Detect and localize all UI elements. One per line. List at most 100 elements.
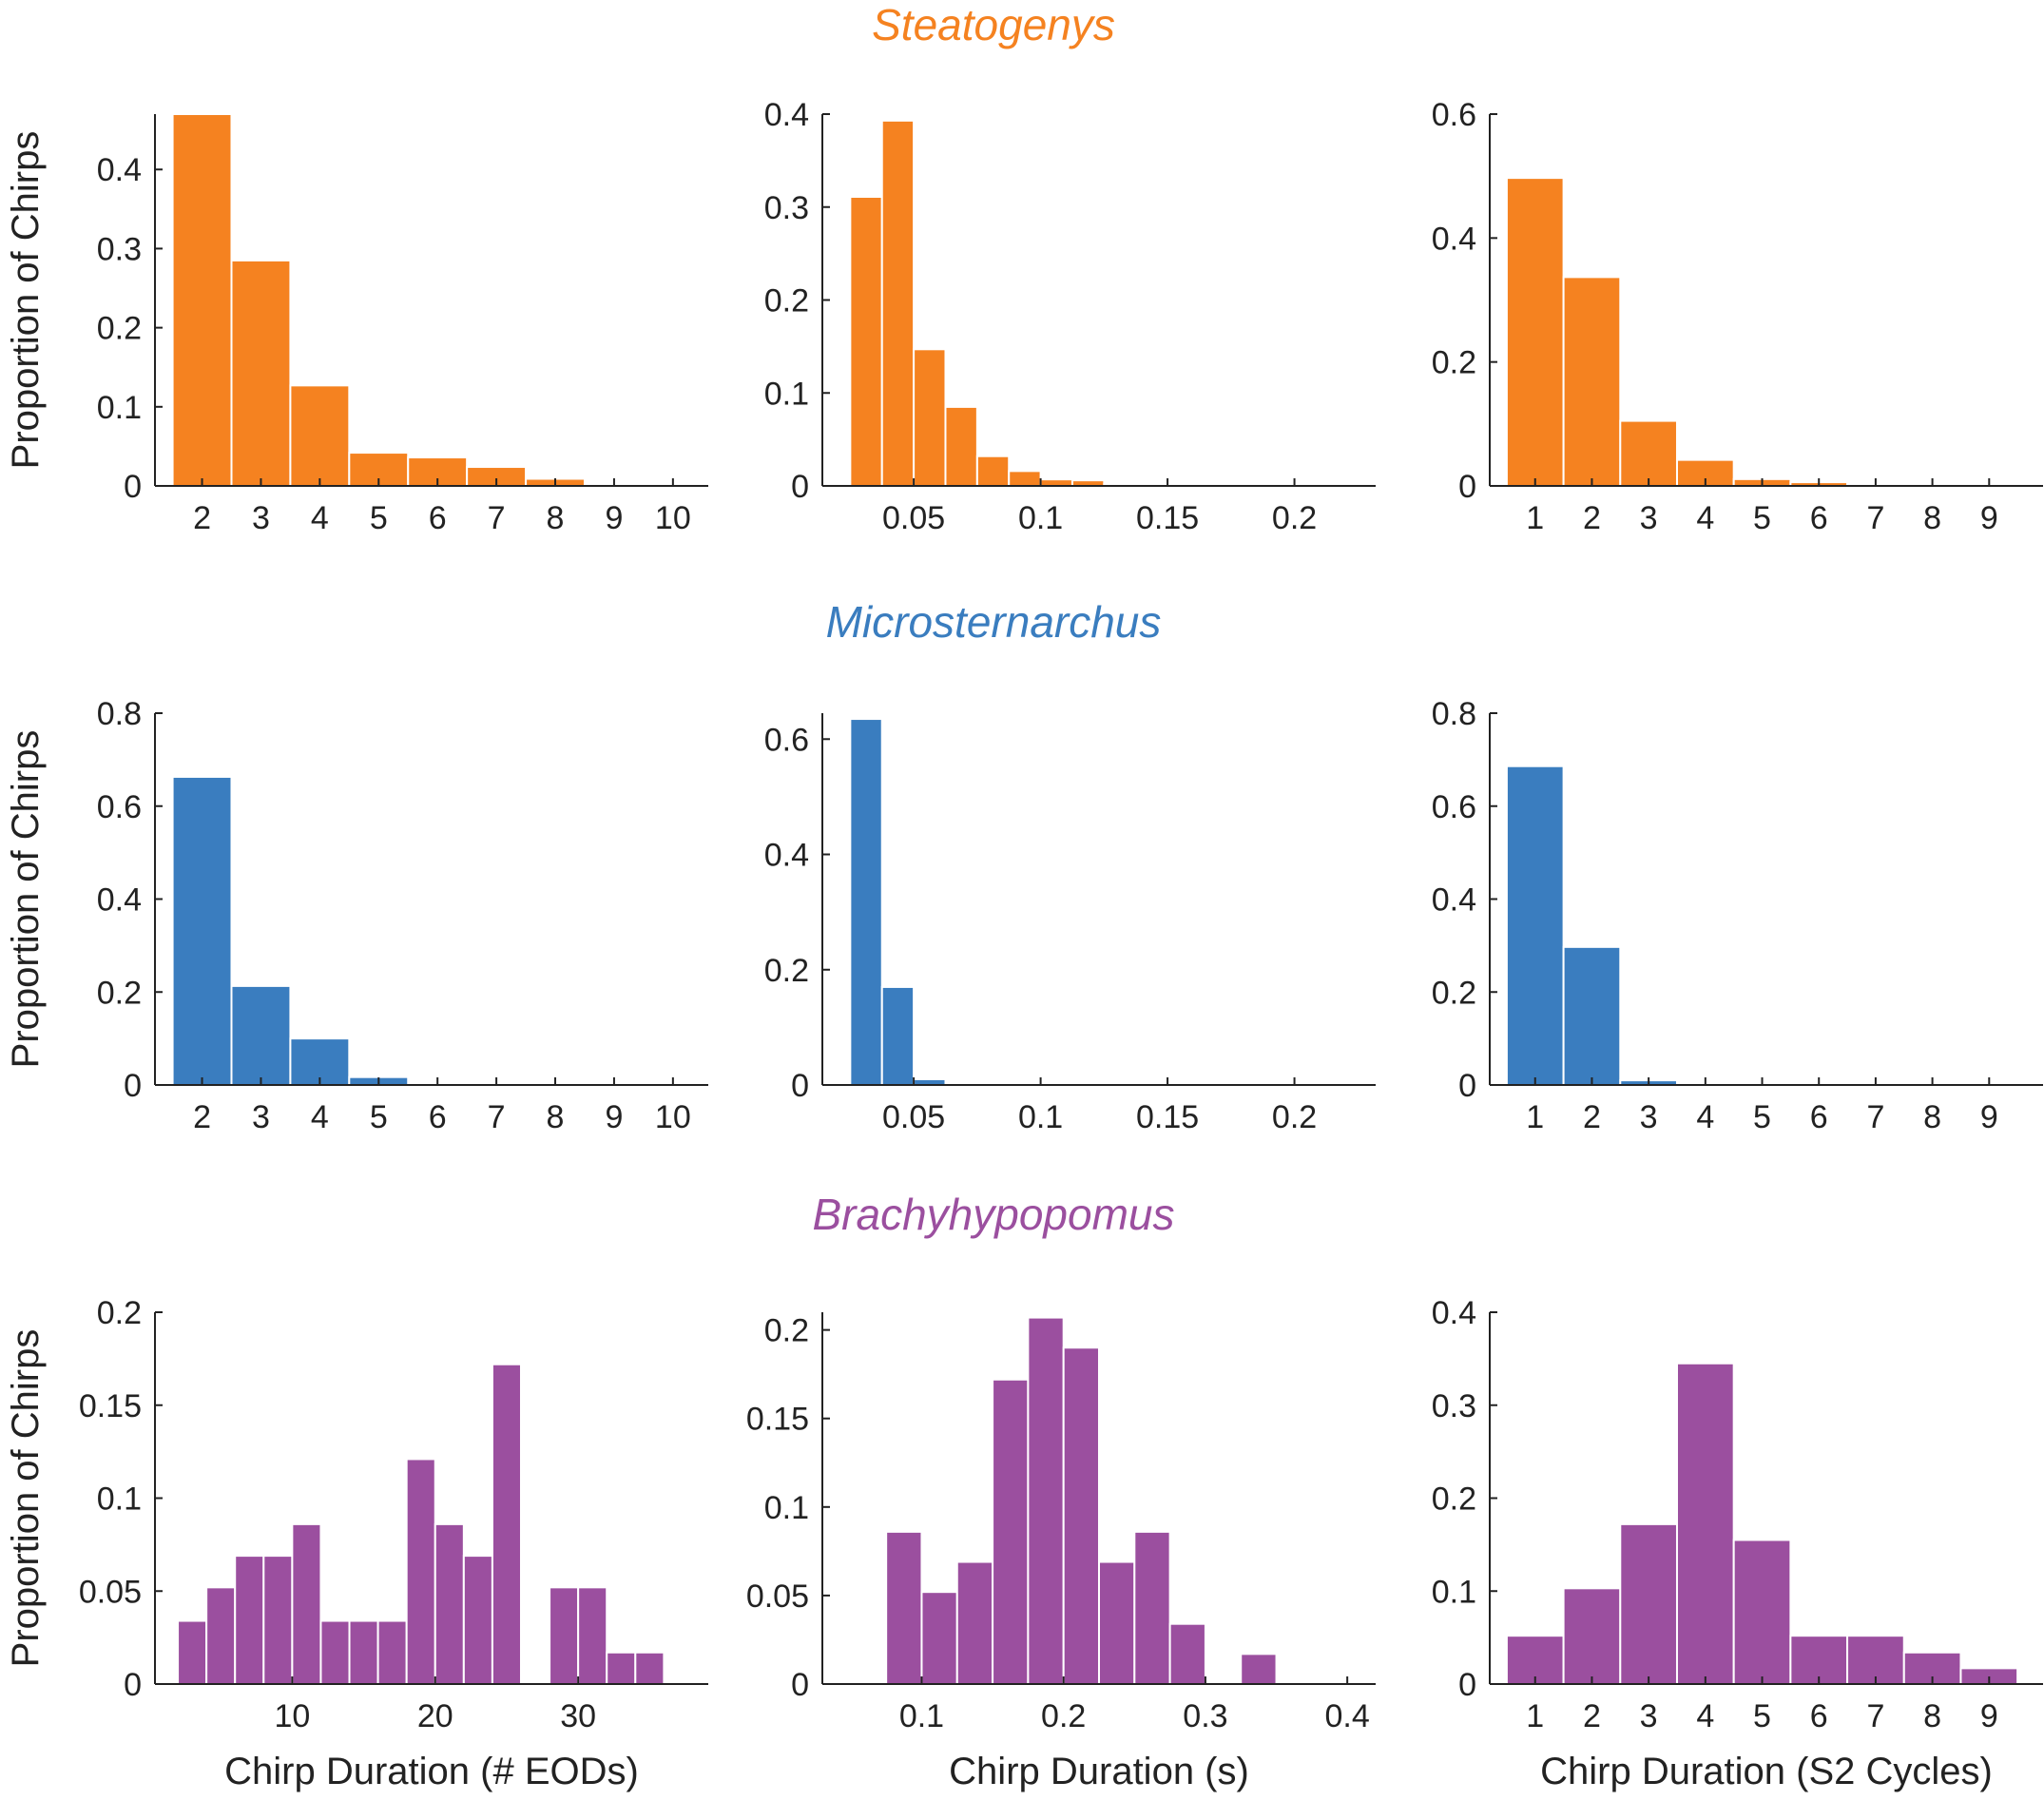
brachyhypopomus-panel-2-xtick-label: 0.3 — [1183, 1698, 1227, 1734]
brachyhypopomus-panel-3-bar-4 — [1675, 1362, 1735, 1685]
brachyhypopomus-panel-3-xtick-label: 5 — [1753, 1698, 1771, 1734]
steatogenys-panel-1-bar-1 — [171, 113, 233, 487]
steatogenys-panel-1-xtick-label: 6 — [429, 500, 447, 536]
steatogenys-panel-2-bar-3 — [913, 348, 947, 487]
brachyhypopomus-panel-2-bar-7 — [1098, 1560, 1136, 1685]
brachyhypopomus-panel-1-bar-9 — [405, 1458, 436, 1685]
microsternarchus-panel-1-xtick-label: 8 — [547, 1099, 565, 1135]
brachyhypopomus-panel-2-ytick-label: 0.15 — [746, 1402, 809, 1438]
brachyhypopomus-panel-1-bar-2 — [205, 1586, 237, 1685]
brachyhypopomus-panel-2-xtick-label: 0.2 — [1041, 1698, 1086, 1734]
microsternarchus-panel-1-ytick-label: 0.6 — [97, 789, 142, 825]
microsternarchus-panel-2-xtick-label: 0.1 — [1018, 1099, 1063, 1135]
microsternarchus-panel-2-ytick-label: 0.6 — [764, 722, 809, 758]
microsternarchus-panel-1-ylabel: Proportion of Chirps — [5, 730, 47, 1069]
microsternarchus-panel-1-xtick-label: 10 — [655, 1099, 691, 1135]
brachyhypopomus-panel-3-xtick-label: 9 — [1980, 1698, 1998, 1734]
microsternarchus-panel-3-bar-2 — [1562, 945, 1622, 1086]
brachyhypopomus-panel-1-ytick-label: 0.15 — [79, 1388, 142, 1424]
steatogenys-panel-3-xtick-label: 2 — [1583, 500, 1601, 536]
brachyhypopomus-panel-2-bar-5 — [1027, 1316, 1065, 1685]
microsternarchus-panel-1-ytick-label: 0.4 — [97, 882, 142, 919]
microsternarchus-panel-3-ytick-label: 0.6 — [1432, 789, 1476, 825]
steatogenys-panel-1-bar-2 — [230, 259, 292, 488]
brachyhypopomus-panel-1-bar-14 — [549, 1586, 580, 1685]
steatogenys-panel-2-bar-7 — [1039, 478, 1073, 488]
microsternarchus-panel-1-xtick-label: 5 — [370, 1099, 388, 1135]
brachyhypopomus-panel-1-xtick-label: 20 — [417, 1698, 453, 1734]
microsternarchus-panel-2-ytick-label: 0.2 — [764, 953, 809, 989]
steatogenys-panel-3-xtick-label: 7 — [1866, 500, 1884, 536]
steatogenys-panel-2-xtick-label: 0.15 — [1136, 500, 1199, 536]
microsternarchus-panel-3-xtick-label: 5 — [1753, 1099, 1771, 1135]
microsternarchus-panel-3-xtick-label: 1 — [1526, 1099, 1544, 1135]
microsternarchus-panel-1-xtick-label: 7 — [488, 1099, 506, 1135]
steatogenys-panel-1-xtick-label: 2 — [193, 500, 211, 536]
brachyhypopomus-panel-1-ytick-label: 0.1 — [97, 1481, 142, 1518]
brachyhypopomus-panel-3-ytick-label: 0 — [1458, 1667, 1476, 1703]
steatogenys-panel-2-ytick-label: 0.4 — [764, 97, 809, 133]
microsternarchus-panel-2: 0 0.2 0.4 0.6 0.05 0.1 0.15 0.2 — [764, 713, 1376, 1135]
brachyhypopomus-panel-3: 0 0.1 0.2 0.3 0.4 1 2 3 4 5 6 7 8 9 Chirp Duration (S2… — [1432, 1295, 2043, 1792]
microsternarchus-panel-1-xtick-label: 9 — [605, 1099, 623, 1135]
brachyhypopomus-panel-1-bar-5 — [291, 1522, 322, 1685]
row-title-steatogenys: Steatogenys — [872, 0, 1115, 49]
brachyhypopomus-panel-2-ytick-label: 0 — [791, 1667, 809, 1703]
brachyhypopomus-panel-2-bar-3 — [955, 1560, 994, 1685]
microsternarchus-panel-1: 0 0.2 0.4 0.6 0.8 2 3 4 5 6 7 8 9 10 Proportion of Chi… — [5, 696, 708, 1135]
microsternarchus-panel-3-ytick-label: 0.4 — [1432, 882, 1476, 919]
brachyhypopomus-panel-3-xtick-label: 8 — [1923, 1698, 1941, 1734]
brachyhypopomus-panel-1-ytick-label: 0 — [124, 1667, 142, 1703]
microsternarchus-panel-2-ytick-label: 0.4 — [764, 838, 809, 874]
brachyhypopomus-panel-1-bar-6 — [319, 1619, 351, 1686]
steatogenys-panel-2-ytick-label: 0.3 — [764, 190, 809, 226]
steatogenys-panel-2-bar-5 — [975, 455, 1011, 488]
microsternarchus-panel-1-xtick-label: 6 — [429, 1099, 447, 1135]
microsternarchus-panel-1-xtick-label: 4 — [311, 1099, 329, 1135]
brachyhypopomus-panel-1-bar-7 — [348, 1619, 379, 1686]
brachyhypopomus-panel-3-bar-1 — [1505, 1635, 1565, 1686]
steatogenys-panel-1-ytick-label: 0 — [124, 469, 142, 505]
brachyhypopomus-panel-1-bar-1 — [177, 1619, 208, 1686]
brachyhypopomus-panel-2-xtick-label: 0.1 — [899, 1698, 944, 1734]
steatogenys-panel-1-ytick-label: 0.1 — [97, 390, 142, 426]
microsternarchus-panel-2-bar-2 — [880, 985, 916, 1086]
brachyhypopomus-panel-2-bar-6 — [1062, 1346, 1100, 1685]
row-title-microsternarchus: Microsternarchus — [826, 597, 1162, 647]
microsternarchus-panel-1-bar-2 — [230, 984, 292, 1086]
steatogenys-panel-3-ytick-label: 0.2 — [1432, 345, 1476, 381]
steatogenys-panel-3-xtick-label: 3 — [1640, 500, 1658, 536]
brachyhypopomus-panel-2-xtick-label: 0.4 — [1325, 1698, 1370, 1734]
brachyhypopomus-panel-1: 0 0.05 0.1 0.15 0.2 10 20 30 Proportion of Chirp… — [5, 1295, 708, 1792]
microsternarchus-panel-1-ytick-label: 0.2 — [97, 975, 142, 1011]
microsternarchus-panel-2-xtick-label: 0.05 — [882, 1099, 945, 1135]
steatogenys-panel-1-xtick-label: 5 — [370, 500, 388, 536]
brachyhypopomus-panel-1-bar-17 — [634, 1651, 665, 1686]
steatogenys-panel-1: 0 0.1 0.2 0.3 0.4 2 3 4 5 6 7 8 9 10 Proportion of Chi… — [5, 113, 708, 536]
brachyhypopomus-panel-2-ytick-label: 0.2 — [764, 1313, 809, 1349]
microsternarchus-panel-1-xtick-label: 3 — [252, 1099, 270, 1135]
microsternarchus-panel-1-xtick-label: 2 — [193, 1099, 211, 1135]
row-title-brachyhypopomus: Brachyhypopomus — [813, 1190, 1175, 1239]
microsternarchus-panel-2-bar-1 — [849, 718, 883, 1086]
steatogenys-panel-3-ytick-label: 0.6 — [1432, 97, 1476, 133]
steatogenys-panel-3-xtick-label: 4 — [1696, 500, 1714, 536]
brachyhypopomus-panel-3-ytick-label: 0.1 — [1432, 1574, 1476, 1610]
steatogenys-panel-3-xtick-label: 5 — [1753, 500, 1771, 536]
brachyhypopomus-panel-1-bar-11 — [462, 1555, 493, 1685]
steatogenys-panel-3: 0 0.2 0.4 0.6 1 2 3 4 5 6 7 8 9 — [1432, 97, 2043, 536]
steatogenys-panel-3-bar-2 — [1562, 276, 1622, 487]
microsternarchus-panel-1-bar-3 — [289, 1037, 351, 1086]
steatogenys-panel-2-ytick-label: 0.2 — [764, 283, 809, 320]
microsternarchus-panel-3-xtick-label: 7 — [1866, 1099, 1884, 1135]
microsternarchus-panel-3-xtick-label: 2 — [1583, 1099, 1601, 1135]
brachyhypopomus-panel-1-ylabel: Proportion of Chirps — [5, 1329, 47, 1668]
brachyhypopomus-panel-2-bar-9 — [1168, 1622, 1206, 1685]
brachyhypopomus-panel-3-ytick-label: 0.2 — [1432, 1481, 1476, 1518]
brachyhypopomus-panel-1-ytick-label: 0.05 — [79, 1574, 142, 1610]
steatogenys-panel-2-xtick-label: 0.2 — [1272, 500, 1317, 536]
brachyhypopomus-panel-3-xtick-label: 3 — [1640, 1698, 1658, 1734]
microsternarchus-panel-3-ytick-label: 0 — [1458, 1068, 1476, 1104]
brachyhypopomus-panel-1-bar-4 — [262, 1555, 294, 1685]
brachyhypopomus-panel-2-bar-11 — [1240, 1653, 1278, 1686]
